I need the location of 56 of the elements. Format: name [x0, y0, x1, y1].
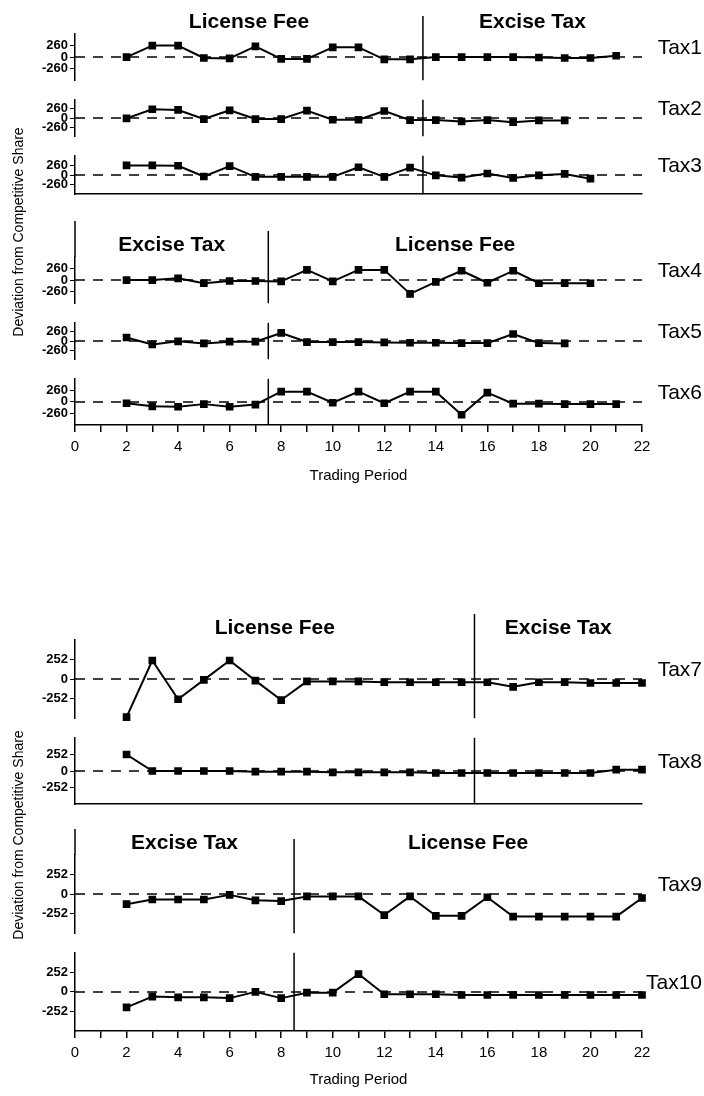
text: Excise Tax — [131, 830, 239, 853]
text: License Fee — [407, 830, 529, 853]
x-tick-label: 18 — [530, 1043, 548, 1061]
x-tick-label: 10 — [324, 1043, 342, 1061]
y-tick-label: 252 — [46, 745, 68, 761]
x-tick-label: 22 — [633, 1043, 651, 1061]
text: Tax2 — [657, 95, 702, 119]
text: Tax3 — [657, 152, 702, 176]
x-tick-label: 12 — [375, 437, 393, 455]
x-axis-title: Trading Period — [309, 1070, 408, 1088]
x-tick-label: 8 — [277, 437, 286, 455]
x-tick-label: 6 — [225, 437, 234, 455]
x-tick-label: 22 — [633, 437, 651, 455]
text: Tax4 — [657, 257, 703, 281]
series-label: Tax8 — [657, 748, 702, 772]
y-tick-label: -252 — [41, 1003, 68, 1019]
text: Excise Tax — [504, 615, 613, 638]
y-axis-title: Deviation from Competitive Share — [10, 730, 26, 940]
x-tick-label: 16 — [479, 1043, 496, 1061]
text: License Fee — [188, 9, 310, 32]
x-tick-label: 20 — [582, 437, 599, 455]
series-label: Tax10 — [645, 969, 702, 993]
x-tick-label: 14 — [427, 1043, 445, 1061]
x-tick-label: 16 — [479, 437, 496, 455]
y-tick-label: -252 — [41, 690, 68, 706]
text: Excise Tax — [478, 9, 587, 32]
y-tick-label: -252 — [41, 779, 68, 795]
series-label: Tax1 — [657, 34, 702, 58]
x-axis-title: Trading Period — [309, 466, 408, 484]
text: Excise Tax — [118, 232, 226, 255]
text: License Fee — [214, 615, 335, 638]
y-axis-title: Deviation from Competitive Share — [10, 127, 26, 337]
x-tick-label: 4 — [173, 437, 183, 455]
y-tick-label: 252 — [46, 963, 68, 979]
series-label: Tax9 — [657, 871, 702, 895]
series-label: Tax6 — [657, 379, 702, 403]
x-tick-label: 2 — [122, 437, 131, 455]
x-tick-label: 12 — [375, 1043, 393, 1061]
x-tick-label: 20 — [582, 1043, 599, 1061]
series-label: Tax7 — [657, 656, 702, 680]
y-tick-label: 0 — [60, 885, 68, 901]
x-tick-label: 6 — [225, 1043, 234, 1061]
y-tick-label: 0 — [60, 670, 68, 686]
x-tick-label: 10 — [324, 437, 342, 455]
x-tick-label: 14 — [427, 437, 445, 455]
y-tick-label: 252 — [46, 866, 68, 882]
x-tick-label: 8 — [277, 1043, 286, 1061]
text: License Fee — [395, 232, 516, 255]
text: Tax5 — [657, 318, 702, 342]
x-tick-label: 18 — [530, 437, 548, 455]
x-tick-label: 4 — [173, 1043, 183, 1061]
y-tick-label: 0 — [60, 983, 68, 999]
y-tick-label: -252 — [41, 905, 68, 921]
x-tick-label: 2 — [122, 1043, 131, 1061]
y-tick-label: 0 — [60, 762, 68, 778]
y-tick-label: 252 — [46, 651, 68, 667]
